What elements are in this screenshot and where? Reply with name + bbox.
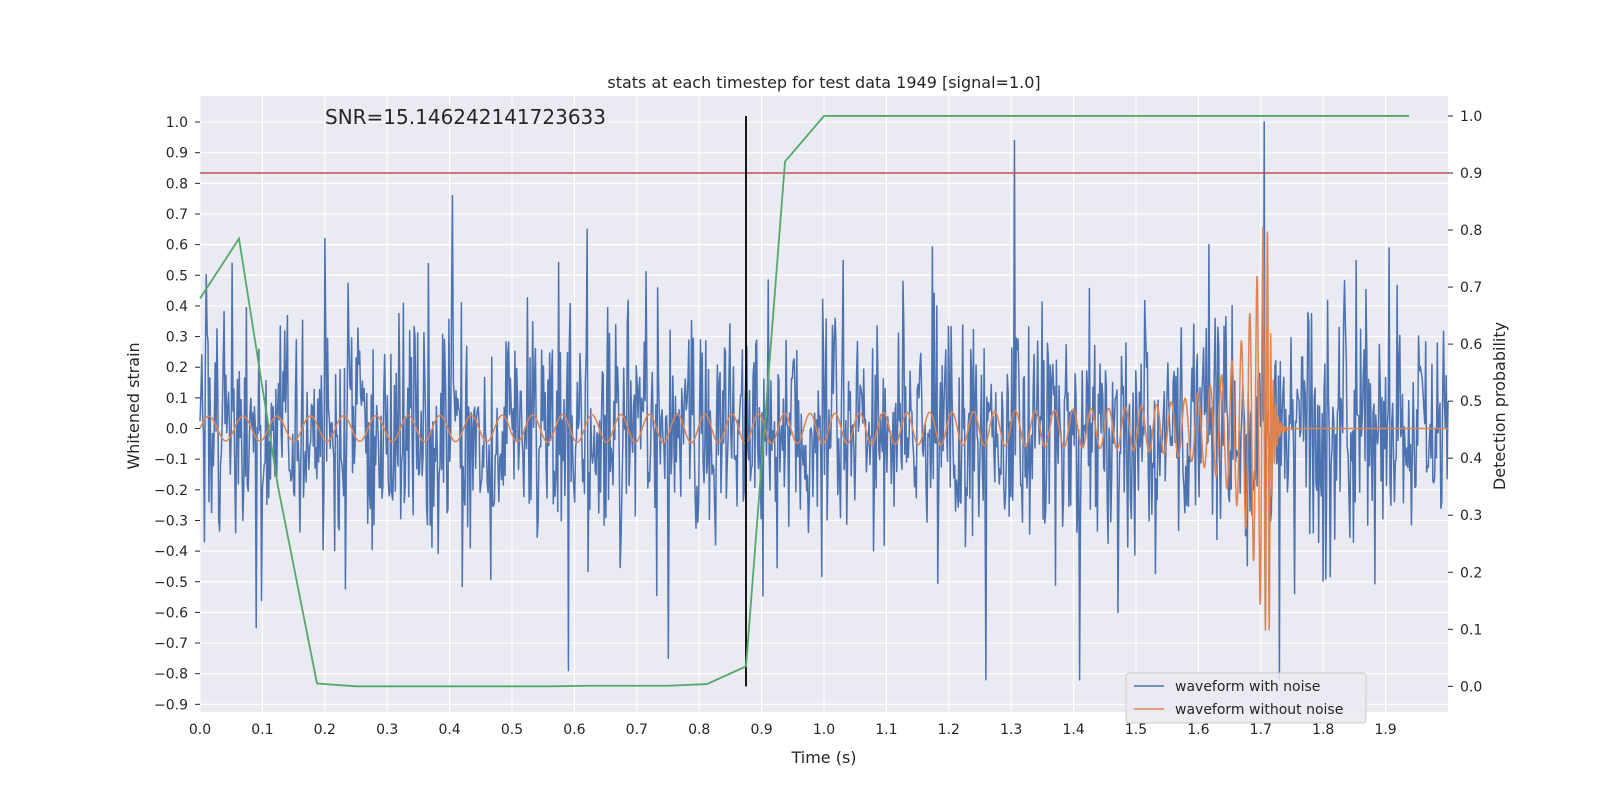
series-waveform-without-noise [199, 226, 1448, 631]
y-tick-label: 0.1 [166, 391, 188, 407]
x-tick-label: 1.8 [1312, 722, 1334, 738]
x-tick-label: 0.5 [501, 722, 523, 738]
y-tick-label: 0.8 [166, 176, 188, 192]
y2-axis-ticks: 1.0 0.9 0.8 0.7 0.6 0.5 0.4 0.3 0.2 0.1 0.0 [1448, 109, 1482, 695]
y-tick-label: −0.8 [154, 667, 188, 683]
x-tick-label: 1.9 [1374, 722, 1396, 738]
y-tick-label: 0.3 [166, 330, 188, 346]
y-tick-label: −0.3 [154, 513, 188, 529]
y2-tick-label: 0.3 [1460, 508, 1482, 524]
y2-tick-label: 0.8 [1460, 223, 1482, 239]
x-axis-ticks: 0.0 0.1 0.2 0.3 0.4 0.5 0.6 0.7 0.8 0.9 1.0 1.1 1.2 1… [189, 722, 1397, 738]
x-axis-label: Time (s) [790, 748, 856, 767]
y2-tick-label: 0.7 [1460, 280, 1482, 296]
x-tick-label: 0.4 [438, 722, 460, 738]
x-tick-label: 1.4 [1062, 722, 1084, 738]
y-tick-label: −0.6 [154, 605, 188, 621]
chart-title: stats at each timestep for test data 194… [607, 73, 1040, 92]
x-tick-label: 1.2 [938, 722, 960, 738]
x-tick-label: 0.2 [314, 722, 336, 738]
y-tick-label: 0.2 [166, 360, 188, 376]
snr-annotation: SNR=15.146242141723633 [325, 105, 606, 129]
grid-lines [199, 96, 1448, 712]
y-tick-label: 0.6 [166, 238, 188, 254]
x-tick-label: 1.5 [1125, 722, 1147, 738]
y2-tick-label: 0.4 [1460, 451, 1482, 467]
y2-tick-label: 0.2 [1460, 565, 1482, 581]
y-tick-label: 0.7 [166, 207, 188, 223]
legend-label-noise: waveform with noise [1175, 679, 1320, 695]
x-tick-label: 1.6 [1187, 722, 1209, 738]
x-tick-label: 0.6 [563, 722, 585, 738]
x-tick-label: 0.3 [376, 722, 398, 738]
x-tick-label: 0.1 [251, 722, 273, 738]
series-waveform-with-noise [199, 121, 1449, 681]
x-tick-label: 1.3 [1000, 722, 1022, 738]
y-tick-label: 0.9 [166, 146, 188, 162]
x-tick-label: 1.7 [1250, 722, 1272, 738]
y-tick-label: −0.9 [154, 697, 188, 713]
y-tick-label: −0.4 [154, 544, 188, 560]
y-axis-ticks: 1.0 0.9 0.8 0.7 0.6 0.5 0.4 0.3 0.2 0.1 0.0 −0.1 −0.… [154, 115, 200, 713]
legend-box [1125, 672, 1367, 724]
y2-tick-label: 0.1 [1460, 622, 1482, 638]
x-tick-label: 0.0 [189, 722, 211, 738]
legend-label-clean: waveform without noise [1175, 702, 1343, 718]
y2-axis-label: Detection probability [1490, 322, 1509, 490]
x-tick-label: 1.0 [813, 722, 835, 738]
y2-tick-label: 0.9 [1460, 166, 1482, 182]
x-tick-label: 0.7 [626, 722, 648, 738]
y2-tick-label: 0.0 [1460, 679, 1482, 695]
y2-tick-label: 1.0 [1460, 109, 1482, 125]
y-axis-label: Whitened strain [124, 342, 143, 469]
y-tick-label: −0.1 [154, 452, 188, 468]
y-tick-label: 1.0 [166, 115, 188, 131]
x-tick-label: 0.8 [688, 722, 710, 738]
y-tick-label: −0.5 [154, 575, 188, 591]
x-tick-label: 1.1 [875, 722, 897, 738]
legend: waveform with noise waveform without noi… [1125, 672, 1367, 724]
y-tick-label: 0.0 [166, 422, 188, 438]
y-tick-label: 0.4 [166, 299, 188, 315]
x-tick-label: 0.9 [750, 722, 772, 738]
y2-tick-label: 0.6 [1460, 337, 1482, 353]
y-tick-label: −0.2 [154, 483, 188, 499]
y2-tick-label: 0.5 [1460, 394, 1482, 410]
y-tick-label: −0.7 [154, 636, 188, 652]
y-tick-label: 0.5 [166, 268, 188, 284]
plot-area [199, 115, 1449, 688]
series-detection-probability [199, 115, 1409, 688]
